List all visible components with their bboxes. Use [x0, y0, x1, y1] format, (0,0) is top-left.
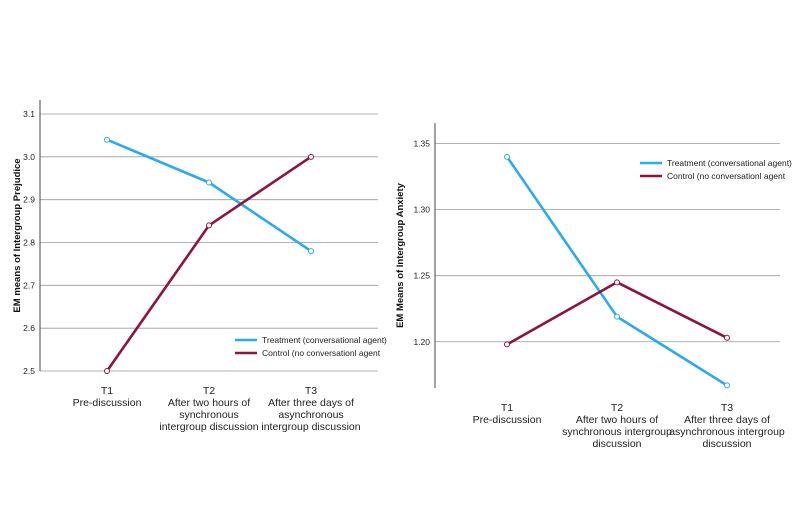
anxiety-y-axis-label: EM Means of Intergroup Anxiety — [395, 182, 406, 328]
prejudice-y-tick-label: 2.8 — [23, 238, 35, 248]
anxiety-x-tick-label: Pre-discussion — [473, 414, 542, 426]
prejudice-y-tick-label: 2.5 — [23, 366, 35, 376]
prejudice-legend-label: Control (no conversationl agent — [262, 348, 381, 358]
anxiety-y-tick-label: 1.20 — [413, 337, 430, 347]
anxiety-y-tick-label: 1.30 — [413, 205, 430, 215]
prejudice-y-axis-label: EM means of Intergroup Prejudice — [12, 158, 23, 312]
anxiety-y-tick-label: 1.25 — [413, 271, 430, 281]
prejudice-series-line-treatment — [106, 138, 312, 253]
anxiety-x-tick-label: asynchronous intergroup — [669, 426, 785, 438]
prejudice-x-tick-label: After three days of — [268, 397, 354, 409]
prejudice-x-tick-label: intergroup discussion — [159, 421, 258, 433]
prejudice-y-tick-label: 2.7 — [23, 280, 35, 290]
prejudice-chart: 2.5 2.6 2.7 2.8 2.9 3.0 3.1 EM means of Intergr… — [12, 100, 387, 433]
prejudice-y-tick-label: 2.6 — [23, 323, 35, 333]
prejudice-data-point — [308, 153, 314, 160]
anxiety-x-tick-label: T3 — [721, 402, 733, 414]
anxiety-data-point — [504, 153, 510, 160]
prejudice-x-tick-label: asynchronous — [278, 409, 343, 421]
prejudice-x-tick-label: intergroup discussion — [261, 421, 360, 433]
prejudice-x-tick-label: synchronous — [179, 409, 239, 421]
prejudice-y-tick-label: 2.9 — [23, 195, 35, 205]
prejudice-data-point — [104, 136, 110, 143]
anxiety-x-tick-label: After three days of — [684, 414, 770, 426]
anxiety-chart: 1.20 1.25 1.30 1.35 EM Means of Intergroup A… — [395, 123, 792, 450]
anxiety-x-tick-label: T2 — [611, 402, 623, 414]
prejudice-x-tick-label: T3 — [305, 385, 317, 397]
prejudice-y-tick-label: 3.0 — [23, 152, 35, 162]
prejudice-data-point — [308, 248, 314, 255]
anxiety-x-tick-label: T1 — [501, 402, 513, 414]
anxiety-x-tick-label: discussion — [592, 438, 641, 450]
prejudice-data-point — [104, 368, 110, 374]
prejudice-x-tick-label: T1 — [101, 385, 113, 397]
anxiety-x-tick-label: After two hours of — [576, 414, 658, 426]
anxiety-series-line-control — [506, 280, 728, 346]
prejudice-x-tick-label: After two hours of — [168, 397, 250, 409]
anxiety-data-point — [504, 341, 510, 348]
anxiety-legend-label: Treatment (conversational agent) — [667, 158, 792, 168]
anxiety-y-tick-label: 1.35 — [413, 139, 430, 149]
prejudice-data-point — [206, 179, 212, 186]
anxiety-data-point — [724, 334, 730, 341]
prejudice-x-tick-label: T2 — [203, 385, 215, 397]
anxiety-data-point — [614, 279, 620, 286]
prejudice-x-tick-label: Pre-discussion — [73, 397, 142, 409]
anxiety-data-point — [614, 313, 620, 320]
prejudice-legend-label: Treatment (conversational agent) — [262, 335, 387, 345]
prejudice-y-tick-label: 3.1 — [23, 109, 35, 119]
anxiety-legend-label: Control (no conversationl agent — [667, 171, 786, 181]
prejudice-data-point — [206, 222, 212, 229]
anxiety-x-tick-label: synchronous intergroup — [562, 426, 672, 438]
anxiety-data-point — [724, 382, 730, 389]
anxiety-series-line-treatment — [505, 156, 728, 387]
anxiety-x-tick-label: discussion — [702, 438, 751, 450]
